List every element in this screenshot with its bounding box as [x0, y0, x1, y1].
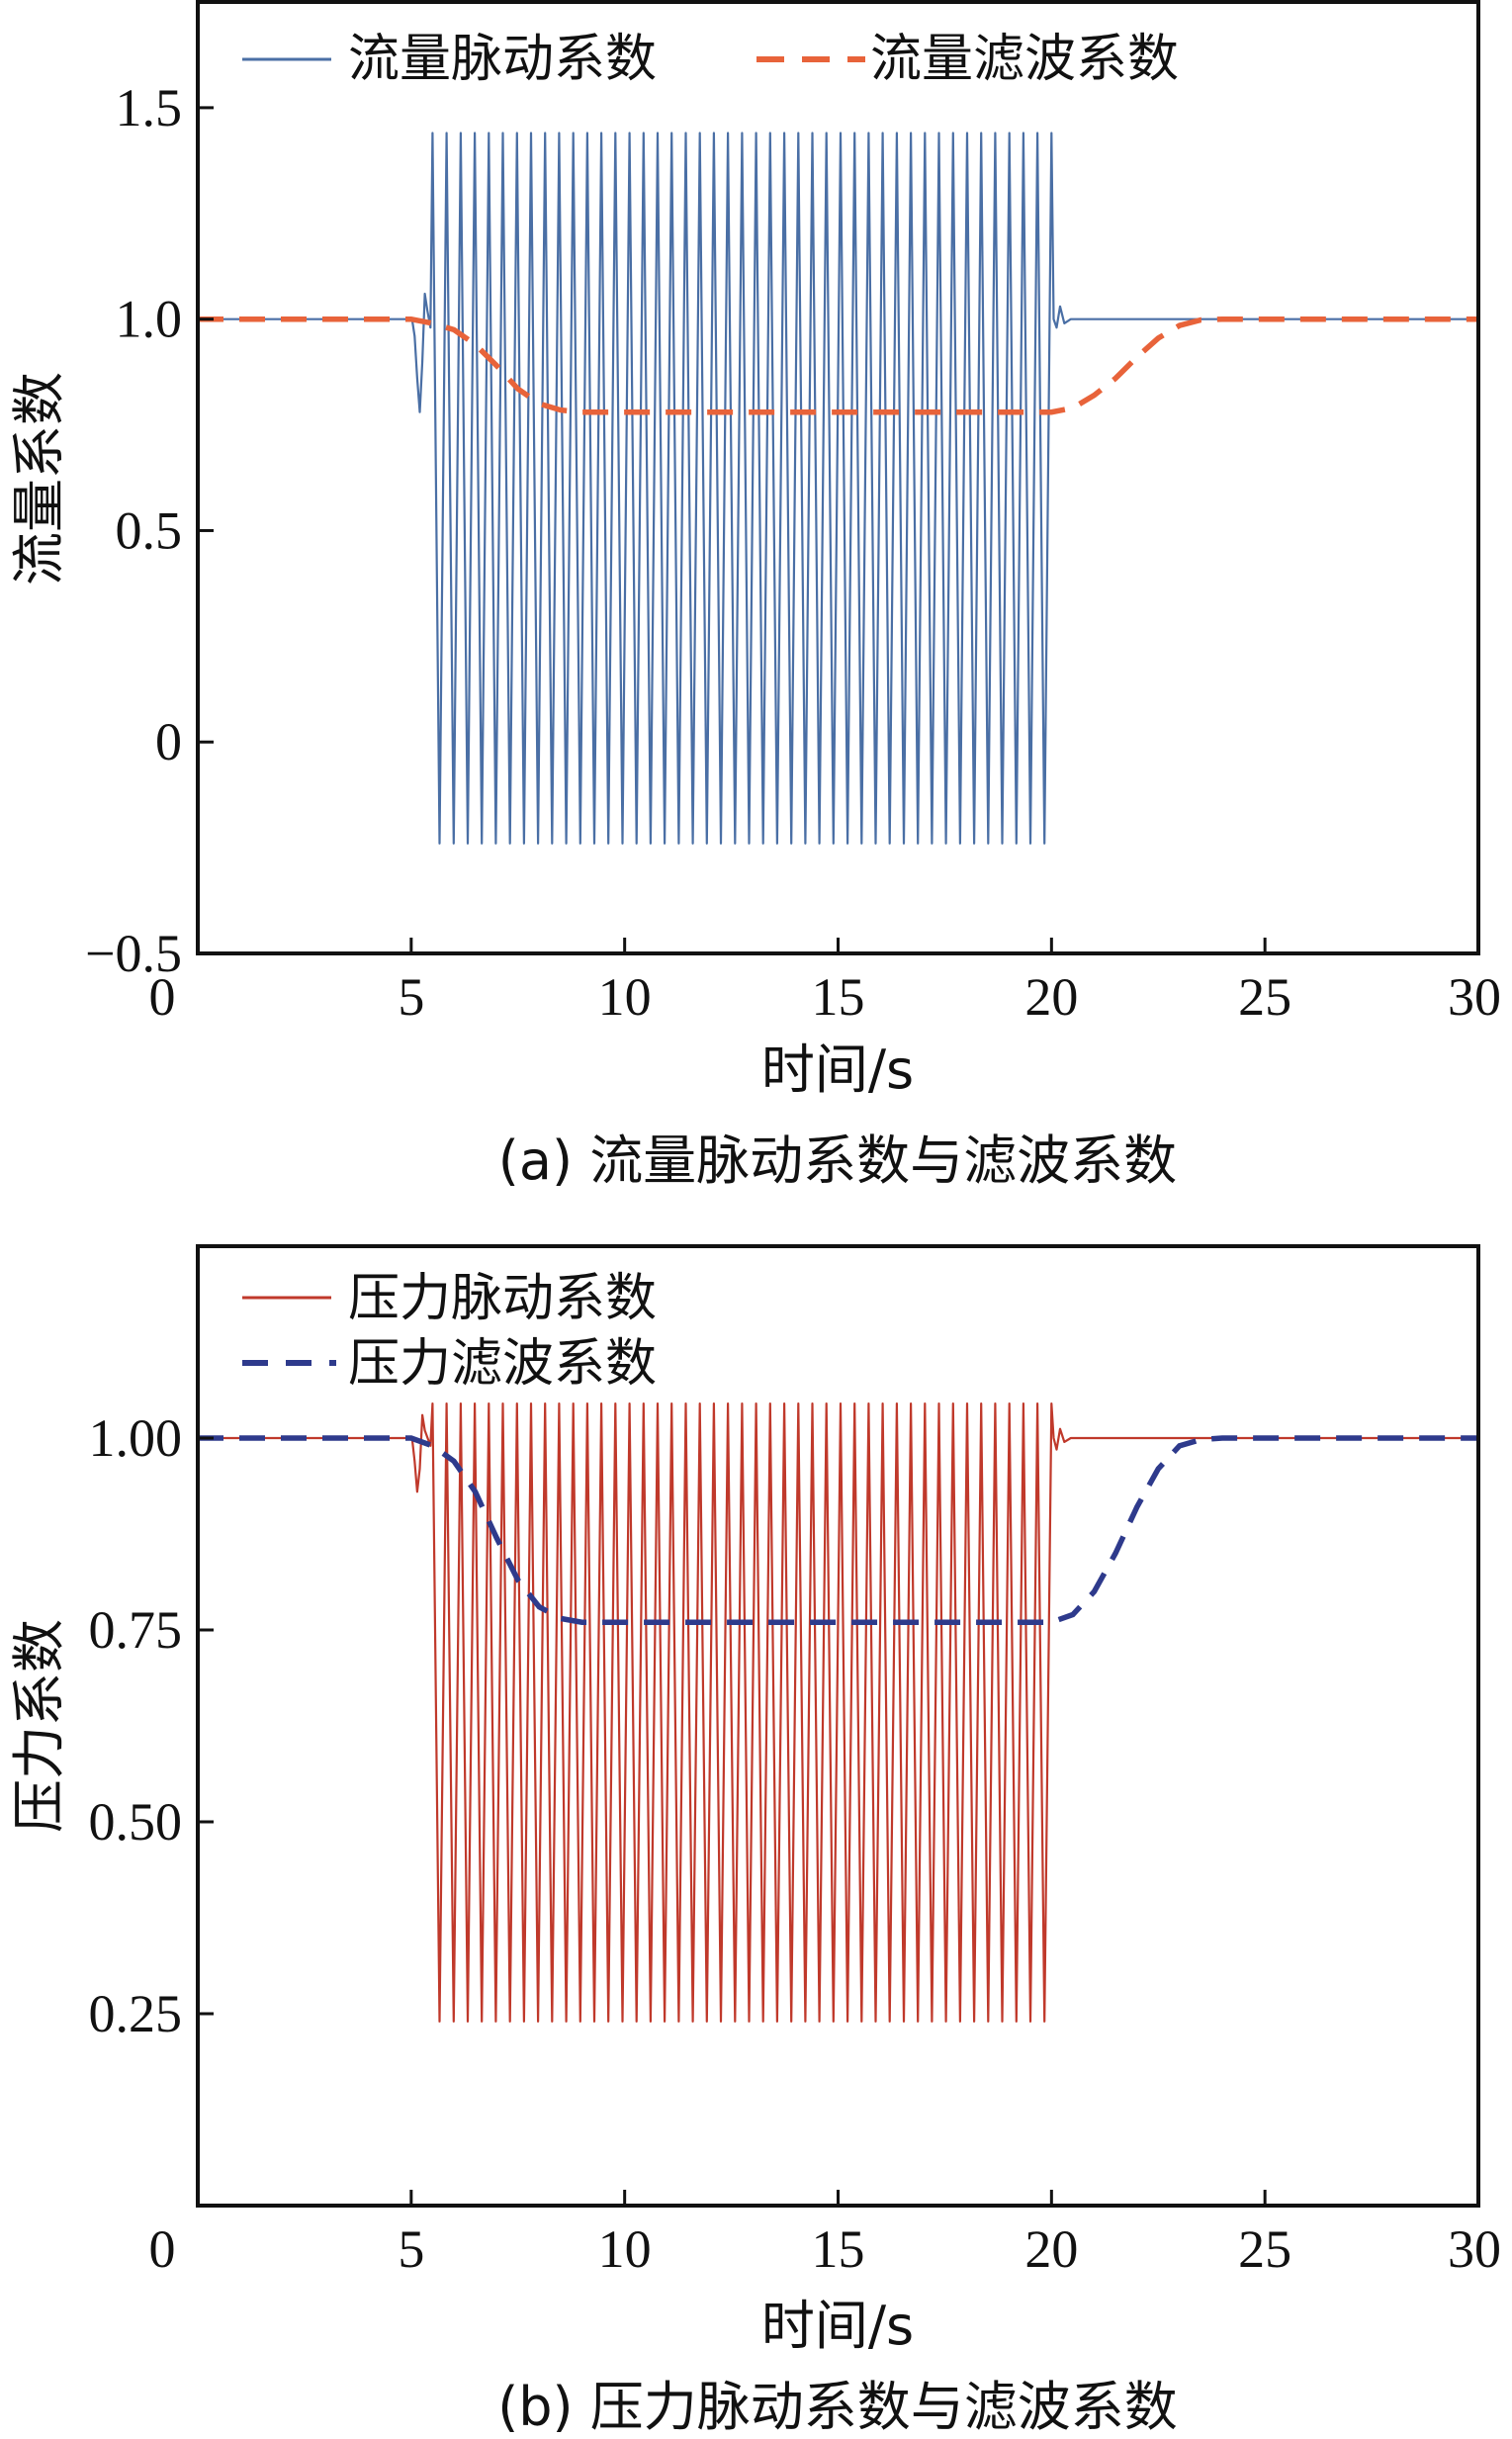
panel-b-y-axis: 0.25 0.50 0.75 1.00 — [89, 1408, 214, 2043]
x-tick-label-4: 20 — [1024, 967, 1078, 1027]
panel-b-pressure: 0 5 10 15 20 25 30 0.25 0.50 0.75 1.00 压力脉动系数 压力滤… — [8, 1244, 1501, 2438]
x-tick-label-0: 0 — [149, 967, 176, 1027]
series-line-0-pulsation — [198, 132, 1478, 845]
x-tick-label-2: 10 — [598, 2219, 652, 2279]
y-tick-label-0: −0.5 — [85, 924, 182, 983]
y-tick-label-4: 1.5 — [116, 78, 183, 137]
x-tick-label-0: 0 — [149, 2219, 176, 2279]
panel-a-y-axis-label: 流量系数 — [8, 372, 70, 586]
x-tick-label-1: 5 — [398, 2219, 424, 2279]
y-tick-label-3: 1.0 — [116, 290, 183, 349]
panel-b-caption: (b) 压力脉动系数与滤波系数 — [497, 2376, 1178, 2438]
series-line-0-filter — [198, 316, 1478, 415]
panel-a-x-axis: 0 5 10 15 20 25 30 — [149, 938, 1501, 1027]
x-tick-label-5: 25 — [1238, 2219, 1291, 2279]
x-tick-label-4: 20 — [1024, 2219, 1078, 2279]
y-tick-label-1: 0 — [155, 712, 182, 771]
panel-a-y-axis: −0.5 0 0.5 1.0 1.5 — [85, 78, 214, 983]
x-tick-label-6: 30 — [1448, 967, 1501, 1027]
y-tick-label-2: 0.5 — [116, 500, 183, 560]
x-tick-label-6: 30 — [1448, 2219, 1501, 2279]
y-tick-label-1: 0.50 — [89, 1792, 183, 1852]
x-tick-label-1: 5 — [398, 967, 424, 1027]
legend-label-pressure-pulsation: 压力脉动系数 — [348, 1269, 657, 1328]
panel-a-caption: (a) 流量脉动系数与滤波系数 — [498, 1129, 1177, 1192]
x-tick-label-2: 10 — [598, 967, 652, 1027]
panel-a-legend: 流量脉动系数 流量滤波系数 — [242, 30, 1179, 89]
y-tick-label-3: 1.00 — [89, 1408, 183, 1468]
series-line-1-pulsation — [198, 1402, 1478, 2023]
legend-label-flow-pulsation: 流量脉动系数 — [348, 30, 657, 89]
panel-a-flow: 0 5 10 15 20 25 30 −0.500.51.01.5 流量脉动系数 流量滤波系… — [8, 0, 1501, 1192]
panel-a-x-axis-label: 时间/s — [761, 1039, 914, 1101]
x-tick-label-3: 15 — [812, 967, 865, 1027]
panel-b-x-axis-label: 时间/s — [761, 2295, 914, 2357]
legend-label-pressure-filter: 压力滤波系数 — [348, 1334, 657, 1394]
x-tick-label-5: 25 — [1238, 967, 1291, 1027]
legend-label-flow-filter: 流量滤波系数 — [870, 30, 1179, 89]
panel-b-legend: 压力脉动系数 压力滤波系数 — [242, 1269, 657, 1394]
x-tick-label-3: 15 — [812, 2219, 865, 2279]
y-tick-label-2: 0.75 — [89, 1600, 183, 1660]
y-tick-label-0: 0.25 — [89, 1984, 183, 2043]
panel-a-plot-area — [198, 132, 1478, 845]
series-line-1-filter — [198, 1435, 1478, 1625]
panel-b-x-axis: 0 5 10 15 20 25 30 — [149, 2190, 1501, 2279]
panel-b-y-axis-label: 压力系数 — [8, 1619, 70, 1833]
panel-b-plot-area — [198, 1402, 1478, 2023]
